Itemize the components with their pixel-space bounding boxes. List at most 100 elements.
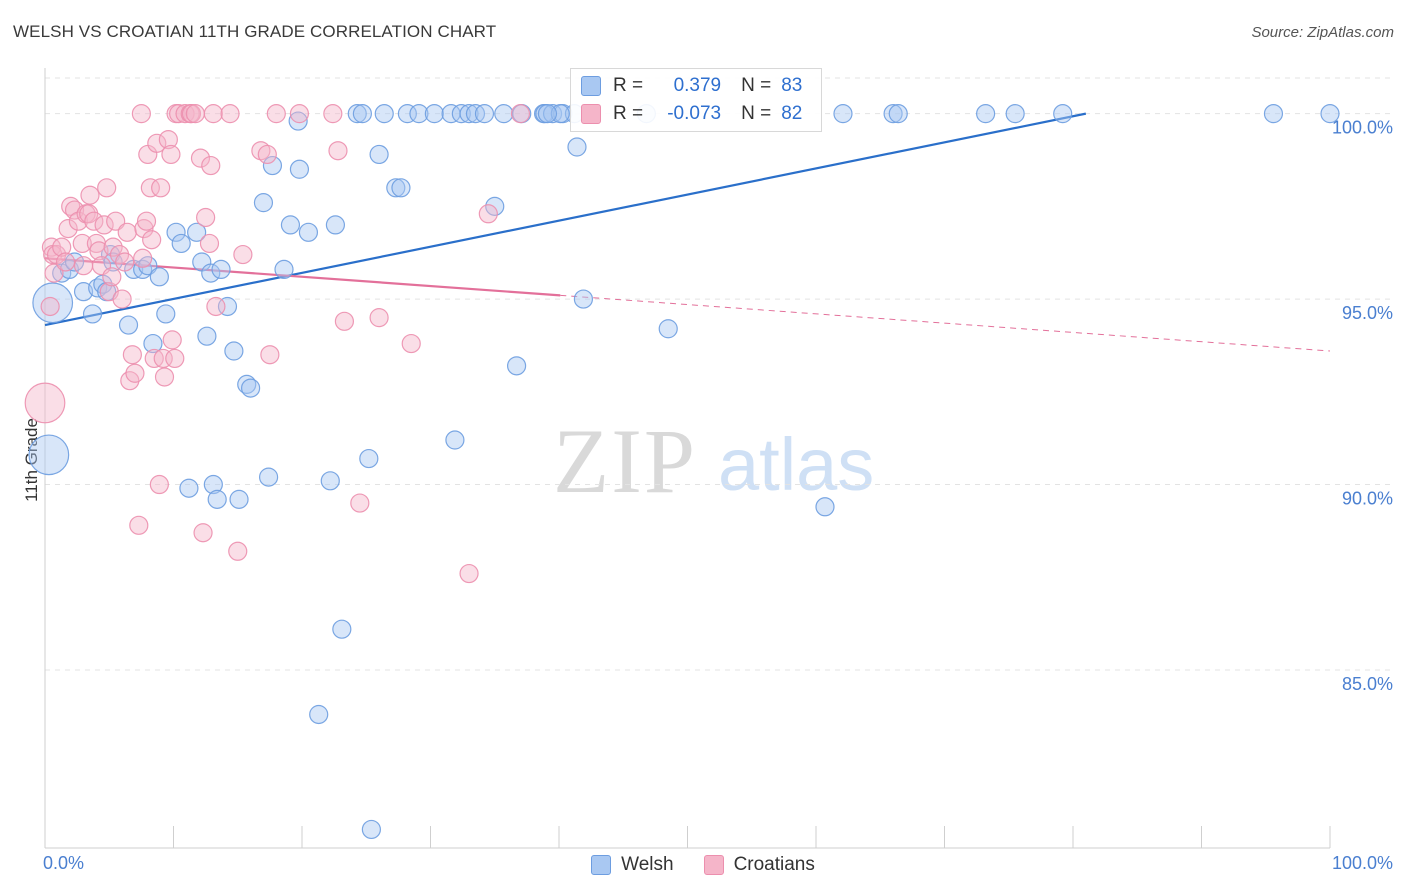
- y-tick-label-100: 100.0%: [1332, 118, 1393, 138]
- welsh-point-25: [201, 263, 221, 283]
- legend-item-croatians[interactable]: Croatians: [703, 854, 815, 876]
- welsh-point-34: [253, 193, 274, 213]
- croatian-point-62: [201, 155, 221, 176]
- welsh-point-20: [171, 233, 191, 254]
- welsh-point-81: [1005, 104, 1025, 124]
- welsh-point-38: [280, 215, 301, 235]
- croatian-point-66: [228, 541, 248, 561]
- croatian-point-29: [115, 252, 135, 272]
- welsh-point-30: [224, 341, 244, 361]
- croatian-point-67: [233, 244, 253, 265]
- gridlines: [45, 77, 1395, 671]
- croatian-point-70: [260, 345, 280, 365]
- croatian-point-71: [266, 104, 286, 124]
- croatian-n-value: 82: [781, 103, 803, 124]
- welsh-point-86: [537, 104, 558, 124]
- series-croatian-points: [24, 104, 531, 584]
- welsh-point-42: [309, 704, 329, 725]
- croatian-point-28: [112, 289, 132, 309]
- croatian-point-8: [58, 219, 78, 239]
- croatian-r-value: -0.073: [667, 103, 722, 124]
- croatian-point-0: [24, 382, 66, 424]
- welsh-point-47: [352, 104, 372, 124]
- welsh-point-82: [1053, 104, 1073, 124]
- croatian-point-34: [129, 515, 149, 535]
- croatian-point-51: [165, 348, 185, 369]
- croatian-point-4: [44, 263, 64, 283]
- croatian-point-9: [61, 196, 81, 216]
- x-tick-label-max: 100.0%: [1332, 853, 1393, 873]
- croatian-point-43: [147, 133, 167, 153]
- welsh-point-73: [573, 289, 594, 309]
- welsh-point-55: [409, 104, 429, 124]
- welsh-point-69: [542, 104, 563, 124]
- tick-labels: 85.0% 90.0% 95.0% 100.0% 0.0% 100.0%: [43, 118, 1393, 873]
- welsh-point-62: [474, 104, 495, 124]
- welsh-point-64: [494, 104, 514, 124]
- croatian-point-12: [72, 233, 92, 254]
- croatian-point-11: [68, 211, 89, 231]
- croatian-point-22: [97, 178, 117, 198]
- welsh-point-12: [118, 315, 139, 335]
- y-tick-label-90: 90.0%: [1342, 489, 1393, 509]
- welsh-point-40: [289, 159, 310, 179]
- croatian-point-81: [510, 104, 531, 124]
- welsh-point-16: [143, 333, 163, 354]
- welsh-n-value: 83: [781, 75, 803, 96]
- croatian-point-16: [80, 185, 100, 205]
- source-note: Source: ZipAtlas.com: [1251, 24, 1394, 41]
- welsh-point-44: [325, 215, 346, 235]
- croatian-point-44: [149, 474, 169, 495]
- legend-item-welsh[interactable]: Welsh: [591, 854, 674, 876]
- watermark-zip: ZIP: [553, 410, 697, 512]
- legend-croatians-swatch: [703, 855, 724, 875]
- trend-lines: [44, 112, 1331, 352]
- croatian-swatch: [581, 104, 601, 124]
- croatian-point-73: [323, 104, 343, 124]
- croatian-point-49: [161, 144, 181, 165]
- welsh-point-56: [424, 104, 444, 124]
- welsh-point-54: [397, 104, 417, 124]
- welsh-point-35: [258, 467, 279, 487]
- croatian-point-36: [133, 248, 153, 268]
- croatian-point-80: [478, 204, 498, 224]
- croatian-point-21: [94, 215, 114, 235]
- croatian-point-47: [154, 367, 175, 387]
- welsh-point-53: [391, 178, 411, 198]
- legend-welsh-label: Welsh: [621, 854, 674, 875]
- croatian-point-6: [52, 237, 72, 257]
- welsh-point-58: [445, 430, 465, 450]
- croatian-point-45: [151, 178, 171, 198]
- croatian-point-65: [220, 104, 240, 124]
- welsh-point-84: [1320, 104, 1340, 124]
- croatian-point-35: [131, 104, 151, 124]
- welsh-point-22: [187, 222, 207, 242]
- croatian-r-label: R =: [613, 103, 644, 124]
- croatian-point-79: [459, 563, 479, 584]
- croatian-point-41: [142, 230, 162, 250]
- stats-row-welsh: R = 0.379 N = 83: [581, 73, 802, 99]
- croatian-point-24: [102, 267, 122, 287]
- croatian-point-17: [84, 211, 104, 231]
- welsh-point-75: [658, 319, 678, 339]
- welsh-point-39: [288, 111, 308, 131]
- welsh-point-24: [197, 326, 217, 346]
- stats-legend: R = 0.379 N = 83 R = -0.073 N = 82: [570, 68, 822, 132]
- croatian-point-26: [106, 211, 126, 231]
- croatian-point-63: [203, 104, 223, 124]
- welsh-point-72: [567, 137, 587, 157]
- welsh-point-49: [359, 448, 379, 469]
- welsh-point-37: [274, 259, 294, 280]
- croatian-point-48: [158, 129, 178, 150]
- welsh-point-77: [833, 104, 853, 124]
- croatian-point-10: [64, 200, 85, 220]
- trend-line-extension-1: [560, 294, 1331, 352]
- croatian-point-76: [350, 493, 370, 513]
- croatian-point-60: [196, 207, 216, 228]
- croatian-point-13: [73, 256, 94, 276]
- welsh-point-41: [298, 222, 319, 242]
- croatian-point-58: [190, 148, 211, 168]
- welsh-point-29: [217, 296, 238, 317]
- croatian-point-7: [55, 252, 76, 272]
